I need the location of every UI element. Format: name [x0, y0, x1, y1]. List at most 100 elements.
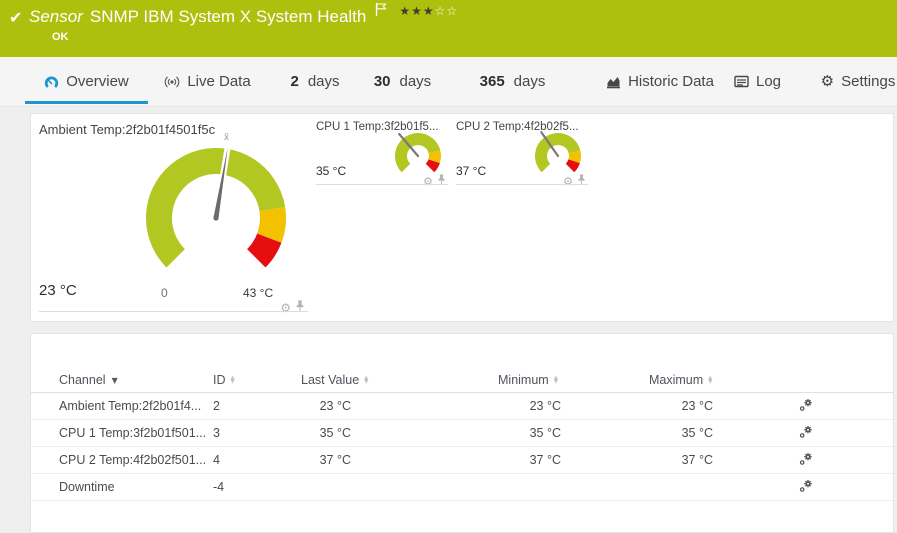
- gauge-title: CPU 1 Temp:3f2b01f5...: [316, 121, 439, 133]
- channels-panel: Channel ▼ ID ▲ ▼ Last Value ▲ ▼ Minimum ▲ ▼…: [30, 333, 894, 533]
- gauge-dial: x̄: [146, 132, 286, 268]
- maximum-value: 23 °C: [681, 399, 713, 413]
- tab-live-data[interactable]: Live Data: [155, 57, 260, 106]
- channel-settings-icon[interactable]: [799, 398, 813, 415]
- channel-settings-icon[interactable]: [799, 479, 813, 496]
- gear-icon: ⚙: [820, 72, 835, 90]
- col-header-id[interactable]: ID ▲ ▼: [213, 373, 235, 387]
- channels-table: Channel ▼ ID ▲ ▼ Last Value ▲ ▼ Minimum ▲ ▼…: [31, 368, 893, 501]
- tab-overview[interactable]: Overview: [25, 57, 148, 106]
- gauge-needle: [398, 132, 420, 158]
- gauge-title: Ambient Temp:2f2b01f4501f5c: [39, 122, 216, 137]
- maximum-value: 35 °C: [681, 426, 713, 440]
- pin-icon[interactable]: [577, 172, 586, 190]
- tab-2-days[interactable]: 2 days: [280, 57, 350, 106]
- tab-label: Historic Data: [628, 73, 714, 90]
- gauge-title: CPU 2 Temp:4f2b02f5...: [456, 121, 579, 133]
- gear-icon[interactable]: ⚙: [423, 174, 433, 188]
- stars-filled: ★★★: [399, 4, 435, 18]
- channel-name: CPU 2 Temp:4f2b02f501...: [59, 453, 207, 467]
- last-value: 37 °C: [319, 453, 351, 467]
- minimum-value: 37 °C: [529, 453, 561, 467]
- sort-desc-icon: ▼: [111, 375, 118, 385]
- flag-icon[interactable]: [375, 2, 388, 22]
- tab-historic-data[interactable]: Historic Data: [605, 57, 715, 106]
- tab-label: Live Data: [187, 73, 251, 90]
- broadcast-icon: [164, 75, 180, 89]
- sensor-tabbar: Overview Live Data 2 days 30 days 365 da…: [0, 57, 897, 107]
- status-ok-check-icon: ✔: [9, 8, 23, 27]
- channel-name: Ambient Temp:2f2b01f4...: [59, 399, 202, 413]
- col-header-maximum[interactable]: Maximum ▲ ▼: [649, 373, 713, 387]
- gauge-current-value: 35 °C: [316, 164, 347, 178]
- gauge-icon: [44, 75, 59, 89]
- tab-label: Overview: [66, 73, 129, 90]
- sort-both-icon: ▲ ▼: [364, 374, 369, 385]
- gauges-panel: Ambient Temp:2f2b01f4501f5c x̄ 23 °C 0 4…: [30, 113, 894, 322]
- minimum-value: 35 °C: [529, 426, 561, 440]
- tab-365-days[interactable]: 365 days: [470, 57, 555, 106]
- sort-both-icon: ▲ ▼: [230, 374, 235, 385]
- channel-name: Downtime: [59, 480, 115, 494]
- tab-log[interactable]: Log: [725, 57, 790, 106]
- gear-icon[interactable]: ⚙: [280, 301, 291, 315]
- channel-id: 3: [213, 426, 220, 440]
- gauge-needle: [540, 131, 560, 158]
- channel-name: CPU 1 Temp:3f2b01f501...: [59, 426, 207, 440]
- pin-icon[interactable]: [295, 299, 305, 317]
- gauge-current-value: 37 °C: [456, 164, 487, 178]
- tab-label: days: [307, 73, 340, 90]
- channel-settings-icon[interactable]: [799, 425, 813, 442]
- gauge-scale-max: 43 °C: [243, 286, 274, 300]
- gauge-cpu2-temp: CPU 2 Temp:4f2b02f5... 37 °C ⚙: [456, 116, 588, 194]
- sort-both-icon: ▲ ▼: [708, 374, 713, 385]
- col-header-last-value[interactable]: Last Value ▲ ▼: [301, 373, 369, 387]
- priority-stars[interactable]: ★★★☆☆: [399, 4, 458, 18]
- tab-number: 30: [373, 73, 391, 90]
- divider: [456, 184, 588, 185]
- table-row: CPU 2 Temp:4f2b02f501... 4 37 °C 37 °C 3…: [31, 447, 893, 474]
- area-chart-icon: [606, 75, 621, 89]
- tab-label: Log: [755, 73, 782, 90]
- last-value: 35 °C: [319, 426, 351, 440]
- channel-id: 4: [213, 453, 220, 467]
- gauge-current-value: 23 °C: [39, 282, 77, 299]
- gauge-dial: [395, 132, 441, 173]
- tab-settings[interactable]: ⚙ Settings: [818, 57, 897, 106]
- minimum-value: 23 °C: [529, 399, 561, 413]
- col-header-channel[interactable]: Channel ▼: [59, 373, 118, 387]
- sensor-kind-label: Sensor: [29, 7, 83, 26]
- table-row: CPU 1 Temp:3f2b01f501... 3 35 °C 35 °C 3…: [31, 420, 893, 447]
- gauge-ambient-temp: Ambient Temp:2f2b01f4501f5c x̄ 23 °C 0 4…: [31, 114, 313, 319]
- log-list-icon: [734, 75, 749, 88]
- divider: [39, 311, 308, 312]
- gear-icon[interactable]: ⚙: [563, 174, 573, 188]
- maximum-value: 37 °C: [681, 453, 713, 467]
- gauge-needle: [213, 147, 228, 219]
- pin-icon[interactable]: [437, 172, 446, 190]
- gauge-dial: [535, 131, 581, 173]
- table-row: Downtime -4: [31, 474, 893, 501]
- tab-label: Settings: [841, 73, 896, 90]
- col-header-minimum[interactable]: Minimum ▲ ▼: [498, 373, 558, 387]
- tab-label: days: [513, 73, 546, 90]
- last-value: 23 °C: [319, 399, 351, 413]
- tab-label: days: [399, 73, 432, 90]
- sensor-header: ✔ Sensor SNMP IBM System X System Health…: [0, 0, 897, 57]
- tab-number: 2: [290, 73, 299, 90]
- channel-settings-icon[interactable]: [799, 452, 813, 469]
- page-title: SNMP IBM System X System Health: [89, 7, 367, 26]
- tab-30-days[interactable]: 30 days: [365, 57, 440, 106]
- status-badge: OK: [52, 31, 69, 43]
- sort-both-icon: ▲ ▼: [553, 374, 558, 385]
- stars-empty: ☆☆: [434, 4, 459, 18]
- average-marker: x̄: [224, 132, 229, 143]
- gauge-cpu1-temp: CPU 1 Temp:3f2b01f5... 35 °C ⚙: [316, 116, 448, 194]
- table-row: Ambient Temp:2f2b01f4... 2 23 °C 23 °C 2…: [31, 393, 893, 420]
- table-header-row: Channel ▼ ID ▲ ▼ Last Value ▲ ▼ Minimum ▲ ▼…: [31, 368, 893, 393]
- channel-id: -4: [213, 480, 225, 494]
- tab-number: 365: [479, 73, 505, 90]
- divider: [316, 184, 448, 185]
- channel-id: 2: [213, 399, 220, 413]
- gauge-scale-min: 0: [161, 286, 168, 300]
